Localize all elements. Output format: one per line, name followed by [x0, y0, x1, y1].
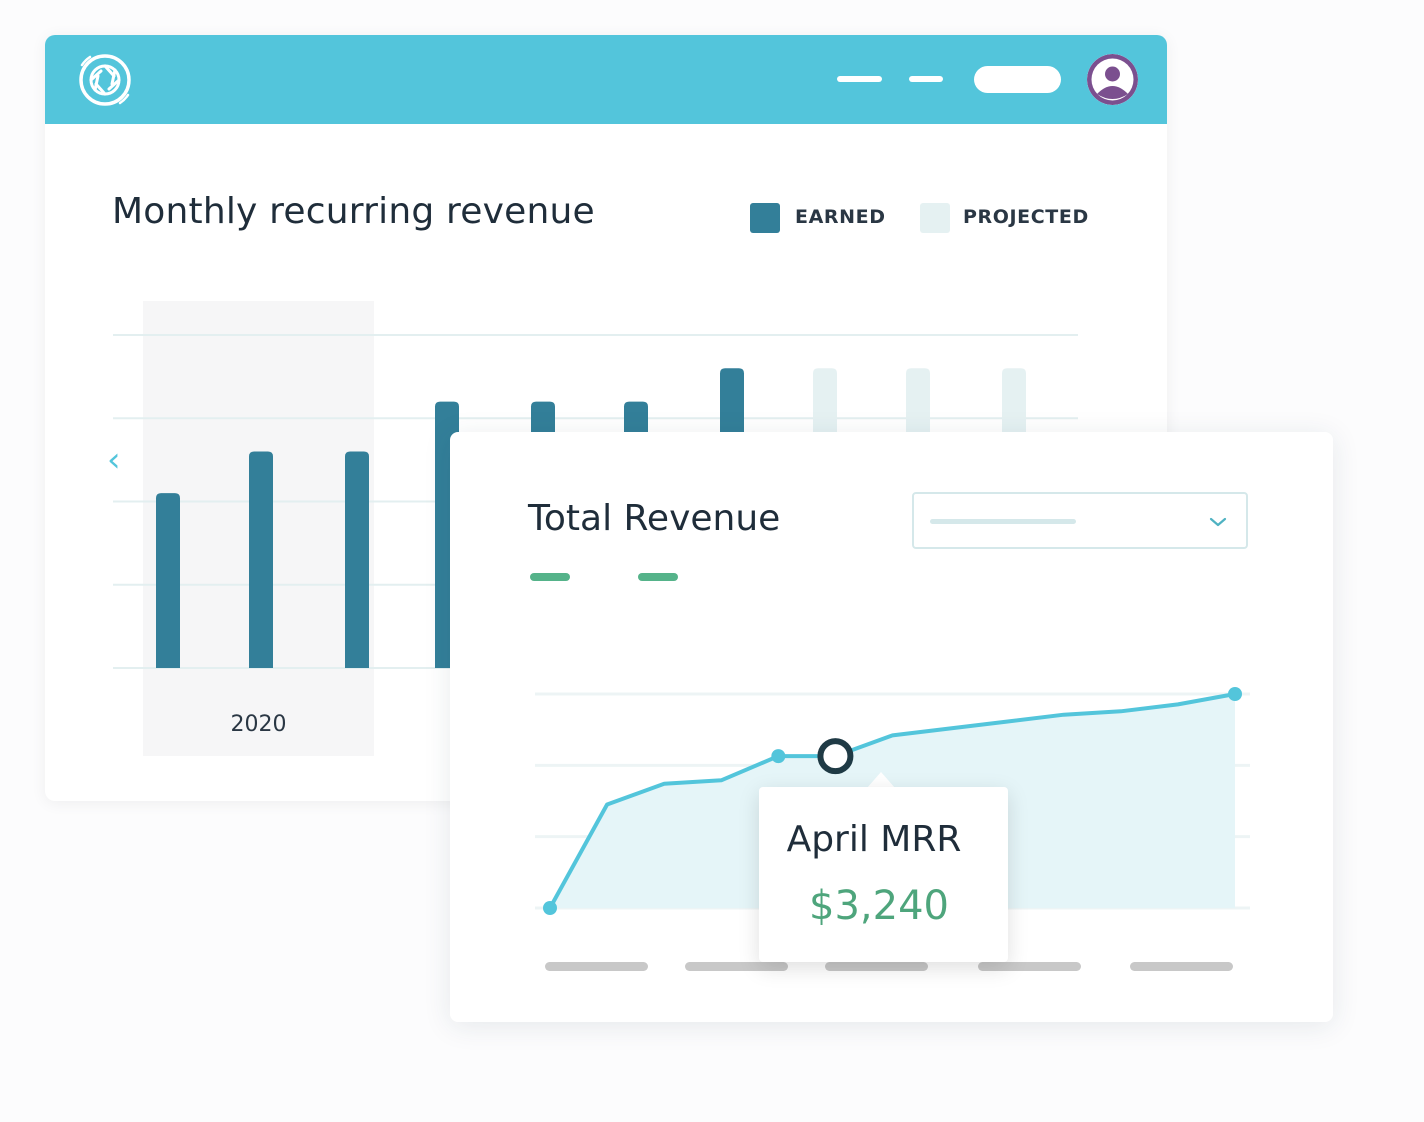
revenue-point-0[interactable] [543, 901, 557, 915]
top-navigation-bar [45, 35, 1167, 124]
chevron-down-icon [1209, 517, 1227, 527]
revenue-point-12[interactable] [1228, 687, 1242, 701]
mrr-title: Monthly recurring revenue [112, 191, 595, 232]
nav-pill-button[interactable] [974, 66, 1061, 93]
nav-item-1[interactable] [837, 76, 882, 82]
legend-swatch-projected [920, 203, 950, 233]
x-axis-tick-5 [1130, 962, 1233, 971]
revenue-point-4[interactable] [771, 749, 786, 764]
x-axis-tick-3 [825, 962, 928, 971]
period-select[interactable] [912, 492, 1248, 549]
bar-earned-2 [345, 451, 369, 668]
select-value-placeholder [930, 519, 1076, 524]
aperture-logo-icon[interactable] [76, 51, 134, 109]
revenue-line [548, 692, 1236, 909]
x-axis-tick-2 [685, 962, 788, 971]
metric-placeholder-2 [638, 573, 678, 581]
user-avatar-icon[interactable] [1087, 54, 1138, 105]
tooltip-pointer [867, 772, 895, 788]
x-axis-tick-1 [545, 962, 648, 971]
revenue-point-highlighted[interactable] [817, 738, 854, 775]
legend-label-earned: EARNED [795, 206, 886, 228]
bar-earned-0 [156, 493, 180, 668]
year-label: 2020 [230, 712, 287, 737]
total-revenue-title: Total Revenue [528, 498, 781, 539]
bar-earned-1 [249, 451, 273, 668]
mrr-tooltip: April MRR $3,240 [759, 787, 1008, 962]
x-axis-tick-4 [978, 962, 1081, 971]
legend-swatch-earned [750, 203, 780, 233]
metric-placeholder-1 [530, 573, 570, 581]
tooltip-label: April MRR [786, 819, 962, 860]
chevron-left-icon[interactable]: ‹ [107, 440, 121, 480]
nav-item-2[interactable] [909, 76, 943, 82]
total-revenue-card: Total Revenue April MRR $3,240 [450, 432, 1333, 1022]
tooltip-value: $3,240 [809, 883, 949, 929]
legend-label-projected: PROJECTED [963, 206, 1089, 228]
